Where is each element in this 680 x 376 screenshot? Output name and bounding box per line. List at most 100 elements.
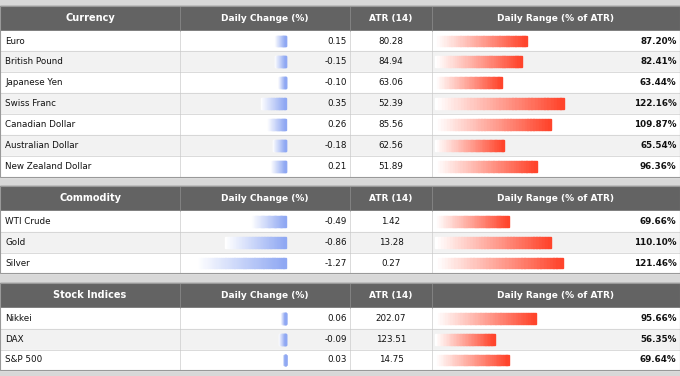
Text: 122.16%: 122.16% xyxy=(634,99,677,108)
Text: Daily Range (% of ATR): Daily Range (% of ATR) xyxy=(497,291,615,300)
Bar xyxy=(0,211,680,232)
Bar xyxy=(503,56,505,67)
Bar xyxy=(543,258,547,268)
Bar xyxy=(275,237,277,248)
Bar xyxy=(445,140,447,151)
Bar xyxy=(444,140,446,151)
Bar xyxy=(0,283,680,370)
Bar xyxy=(499,216,501,227)
Bar xyxy=(0,114,680,135)
Bar xyxy=(496,313,498,324)
Bar xyxy=(441,98,445,109)
Bar xyxy=(494,355,496,365)
Bar xyxy=(435,216,437,227)
Bar xyxy=(459,56,462,67)
Bar xyxy=(275,98,276,109)
Bar xyxy=(522,237,525,248)
Bar xyxy=(468,161,471,171)
Bar xyxy=(466,140,469,151)
Bar xyxy=(441,216,443,227)
Bar xyxy=(452,140,454,151)
Text: Stock Indices: Stock Indices xyxy=(54,290,126,300)
Bar xyxy=(207,258,210,268)
Bar xyxy=(257,216,258,227)
Bar xyxy=(509,258,512,268)
Bar xyxy=(490,237,494,248)
Bar xyxy=(505,119,508,130)
Bar xyxy=(449,36,452,47)
Bar xyxy=(277,98,279,109)
Bar xyxy=(469,77,471,88)
Bar xyxy=(481,161,483,171)
Bar xyxy=(283,237,284,248)
Bar xyxy=(438,237,441,248)
Bar xyxy=(488,237,490,248)
Bar xyxy=(216,258,219,268)
Bar xyxy=(263,98,264,109)
Bar xyxy=(450,216,452,227)
Text: 1.42: 1.42 xyxy=(381,217,401,226)
Bar xyxy=(498,313,501,324)
Bar xyxy=(475,140,477,151)
Bar xyxy=(481,36,483,47)
Bar xyxy=(230,258,233,268)
Bar xyxy=(512,258,515,268)
Bar xyxy=(488,140,490,151)
Bar xyxy=(490,98,493,109)
Bar xyxy=(272,161,273,171)
Text: 96.36%: 96.36% xyxy=(640,162,677,171)
Bar xyxy=(265,258,268,268)
Bar xyxy=(498,161,501,171)
Bar xyxy=(500,140,503,151)
Bar xyxy=(205,258,208,268)
Bar xyxy=(509,98,513,109)
Bar xyxy=(279,161,280,171)
Bar xyxy=(273,161,274,171)
Bar xyxy=(456,216,458,227)
Bar xyxy=(276,98,277,109)
Bar xyxy=(483,36,486,47)
Bar xyxy=(267,237,269,248)
Bar xyxy=(228,258,230,268)
Bar xyxy=(493,98,496,109)
Bar xyxy=(470,355,472,365)
Bar xyxy=(520,36,522,47)
Bar xyxy=(444,119,447,130)
Bar xyxy=(277,258,279,268)
Bar xyxy=(465,77,467,88)
Bar xyxy=(438,313,441,324)
Bar xyxy=(487,119,490,130)
Bar xyxy=(485,355,487,365)
Bar xyxy=(442,36,445,47)
Bar xyxy=(524,161,526,171)
Bar xyxy=(497,77,499,88)
Bar xyxy=(457,216,459,227)
Text: 85.56: 85.56 xyxy=(379,120,403,129)
Bar xyxy=(250,258,252,268)
Bar xyxy=(272,119,273,130)
Bar xyxy=(453,334,455,344)
Bar xyxy=(483,216,485,227)
Bar xyxy=(252,237,254,248)
Bar xyxy=(260,216,261,227)
Bar xyxy=(466,56,468,67)
Bar xyxy=(475,216,477,227)
Bar xyxy=(273,98,274,109)
Bar xyxy=(282,98,283,109)
Bar xyxy=(282,161,283,171)
Bar xyxy=(446,216,448,227)
Bar xyxy=(251,237,253,248)
Bar xyxy=(281,98,282,109)
Text: Daily Change (%): Daily Change (%) xyxy=(222,14,309,23)
Bar xyxy=(0,135,680,156)
Bar xyxy=(272,216,273,227)
Bar xyxy=(486,334,488,344)
Bar xyxy=(476,237,479,248)
Bar xyxy=(459,216,461,227)
Bar xyxy=(477,140,479,151)
Bar xyxy=(539,119,542,130)
Bar xyxy=(265,237,267,248)
Bar xyxy=(511,56,513,67)
Bar xyxy=(437,56,440,67)
Bar xyxy=(0,31,680,52)
